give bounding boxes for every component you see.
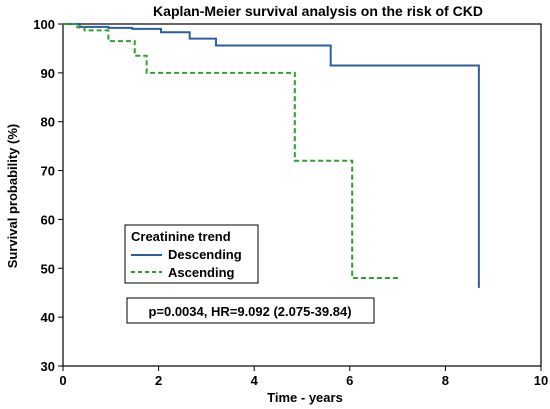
y-axis: 30 40 50 60 70 80 90 100 bbox=[33, 17, 63, 374]
y-tick-label: 50 bbox=[41, 261, 55, 276]
series-line-ascending bbox=[63, 23, 400, 280]
y-tick-label: 40 bbox=[41, 310, 55, 325]
x-axis-label: Time - years bbox=[267, 390, 343, 405]
x-tick-label: 6 bbox=[346, 373, 353, 388]
legend-box bbox=[124, 224, 259, 284]
stats-box bbox=[126, 297, 375, 324]
x-axis: 0 2 4 6 8 10 bbox=[59, 366, 548, 388]
x-tick-label: 2 bbox=[155, 373, 162, 388]
y-tick-label: 70 bbox=[41, 164, 55, 179]
plot-border bbox=[62, 23, 542, 367]
series-line-descending bbox=[63, 23, 480, 288]
y-tick-label: 30 bbox=[41, 359, 55, 374]
stats-text: p=0.0034, HR=9.092 (2.075-39.84) bbox=[148, 304, 351, 319]
series-lines bbox=[63, 23, 480, 288]
y-tick-label: 100 bbox=[33, 17, 55, 32]
x-tick-label: 10 bbox=[534, 373, 548, 388]
y-axis-label: Survival probability (%) bbox=[5, 124, 20, 268]
y-tick-label: 60 bbox=[41, 212, 55, 227]
plot-area bbox=[62, 23, 542, 367]
x-tick-label: 8 bbox=[442, 373, 449, 388]
x-tick-label: 0 bbox=[59, 373, 66, 388]
legend-label-descending: Descending bbox=[168, 247, 242, 262]
chart-title: Kaplan-Meier survival analysis on the ri… bbox=[153, 3, 483, 19]
x-tick-label: 4 bbox=[251, 373, 259, 388]
y-tick-label: 90 bbox=[41, 66, 55, 81]
stats-annotation: p=0.0034, HR=9.092 (2.075-39.84) bbox=[126, 297, 375, 324]
legend: Creatinine trend Descending Ascending bbox=[124, 224, 259, 284]
y-tick-label: 80 bbox=[41, 115, 55, 130]
legend-title: Creatinine trend bbox=[131, 229, 231, 244]
legend-label-ascending: Ascending bbox=[168, 265, 235, 280]
